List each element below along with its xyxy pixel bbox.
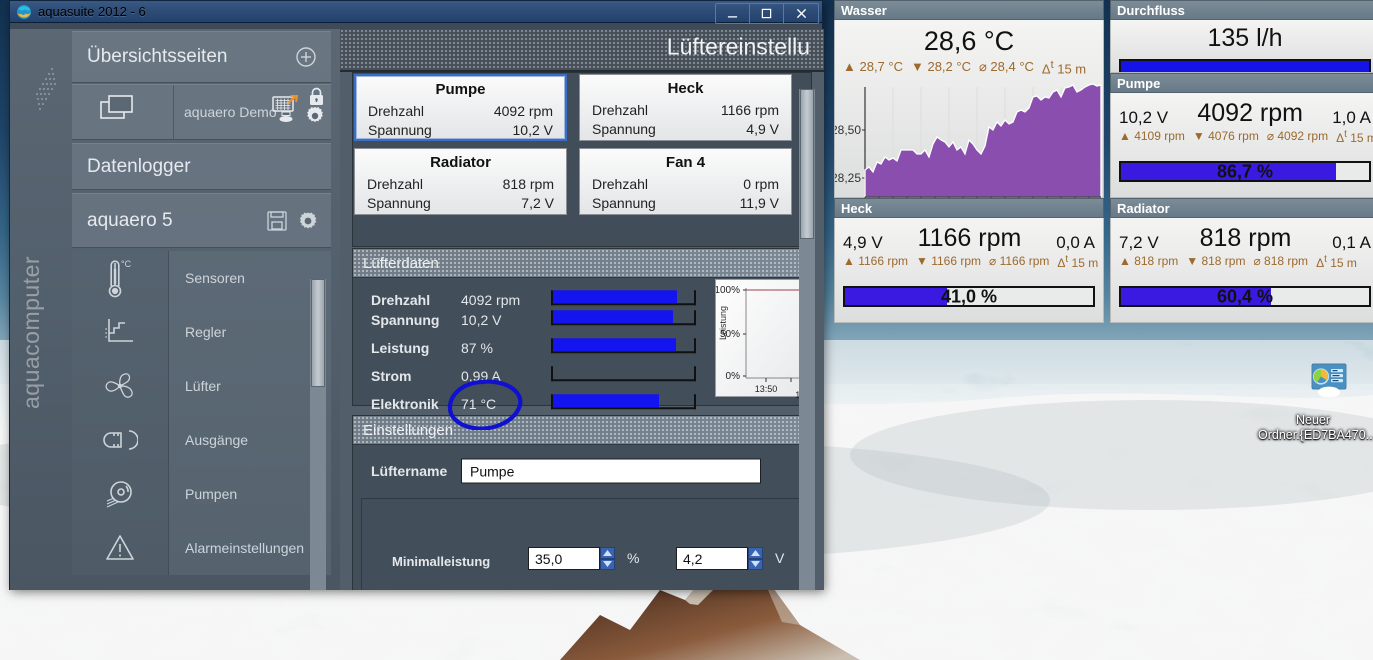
svg-text:100%: 100% <box>716 285 740 296</box>
svg-text:28,25: 28,25 <box>835 171 861 185</box>
svg-text:28,50: 28,50 <box>835 123 861 137</box>
svg-text:Leistung: Leistung <box>718 306 728 340</box>
svg-text:0%: 0% <box>726 371 741 382</box>
svg-text:°C: °C <box>121 259 132 269</box>
svg-text:13:50: 13:50 <box>755 384 778 394</box>
